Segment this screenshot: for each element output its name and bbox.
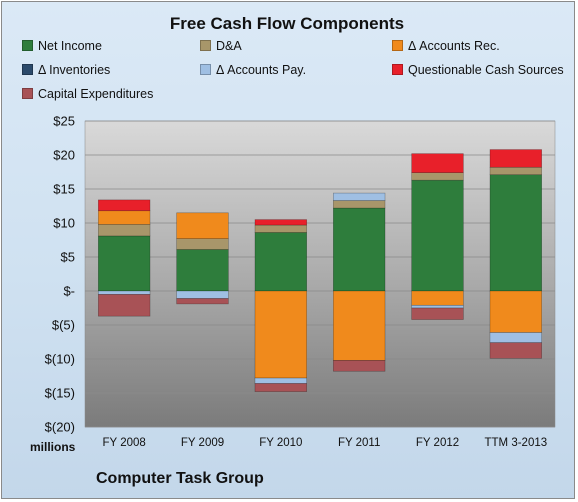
y-tick-label: $10 [53, 216, 75, 231]
legend-item-danda: D&A [200, 38, 242, 54]
bar-segment-capital-expenditures [254, 383, 307, 392]
y-tick-label: $- [63, 284, 75, 299]
bar-segment-capital-expenditures [333, 360, 386, 372]
bar-segment-capital-expenditures [176, 298, 229, 305]
bar-segment-net-income [254, 232, 307, 292]
bar-segment-questionable-cash-sources [489, 149, 542, 168]
x-category-label: FY 2011 [338, 437, 380, 449]
legend-label: Δ Accounts Rec. [408, 39, 500, 53]
bar-segment-delta-accounts-pay [411, 304, 464, 309]
x-category-label: FY 2010 [259, 437, 302, 449]
bar-segment-capital-expenditures [98, 294, 151, 317]
y-tick-label: $20 [53, 148, 75, 163]
bar-segment-delta-accounts-pay [98, 290, 151, 295]
bar-segment-capital-expenditures [411, 307, 464, 320]
legend-item-questionable-cash-sources: Questionable Cash Sources [392, 62, 564, 78]
legend-swatch [22, 40, 33, 51]
bar-segment-delta-accounts-rec [333, 290, 386, 361]
legend-swatch [22, 64, 33, 75]
legend-swatch [200, 40, 211, 51]
bar-segment-danda [411, 172, 464, 181]
legend-swatch [22, 88, 33, 99]
bar-segment-danda [254, 224, 307, 233]
bar-segment-danda [489, 166, 542, 176]
legend-swatch [200, 64, 211, 75]
y-tick-label: $5 [61, 250, 75, 265]
bar-segment-capital-expenditures [489, 342, 542, 359]
legend-label: Δ Accounts Pay. [216, 63, 307, 77]
bar-segment-questionable-cash-sources [411, 153, 464, 173]
company-name: Computer Task Group [96, 470, 264, 487]
units-label: millions [30, 440, 76, 454]
legend-item-delta-accounts-pay: Δ Accounts Pay. [200, 62, 306, 78]
x-category-label: TTM 3-2013 [485, 437, 548, 449]
bar-segment-delta-accounts-pay [333, 192, 386, 201]
y-tick-label: $15 [53, 182, 75, 197]
chart-title: Free Cash Flow Components [169, 14, 405, 33]
legend-label: Δ Inventories [38, 63, 111, 77]
legend-item-delta-inventories: Δ Inventories [22, 62, 110, 78]
y-tick-label: $(5) [52, 318, 75, 333]
bar-segment-net-income [176, 249, 229, 292]
bar-segment-delta-accounts-pay [489, 332, 542, 343]
y-tick-label: $(15) [45, 386, 75, 401]
legend-label: Capital Expenditures [38, 87, 154, 101]
x-category-label: FY 2008 [103, 437, 146, 449]
bar-segment-danda [176, 238, 229, 250]
bar-segment-delta-accounts-rec [176, 212, 229, 239]
plot-area [84, 120, 556, 428]
legend-item-delta-accounts-rec: Δ Accounts Rec. [392, 38, 500, 54]
bar-segment-danda [333, 200, 386, 209]
legend-label: D&A [216, 39, 242, 53]
bar-segment-net-income [98, 235, 151, 292]
x-category-label: FY 2009 [181, 437, 224, 449]
bar-segment-questionable-cash-sources [254, 219, 307, 226]
bar-segment-net-income [333, 207, 386, 292]
y-tick-label: $(10) [45, 352, 75, 367]
x-category-label: FY 2012 [416, 437, 459, 449]
bar-segment-net-income [411, 179, 464, 292]
bar-segment-questionable-cash-sources [98, 199, 151, 212]
legend-label: Net Income [38, 39, 102, 53]
bar-segment-delta-accounts-rec [254, 290, 307, 379]
y-tick-label: $25 [53, 114, 75, 129]
bar-segment-delta-accounts-rec [411, 290, 464, 306]
bar-segment-net-income [489, 174, 542, 292]
legend-label: Questionable Cash Sources [408, 63, 564, 77]
bar-segment-delta-accounts-pay [176, 290, 229, 299]
bar-segment-delta-accounts-pay [254, 377, 307, 384]
y-tick-label: $(20) [45, 420, 75, 435]
legend-swatch [392, 64, 403, 75]
legend-item-capital-expenditures: Capital Expenditures [22, 86, 153, 102]
bar-segment-delta-accounts-rec [98, 210, 151, 225]
bar-segment-danda [98, 224, 151, 237]
bar-segment-delta-accounts-rec [489, 290, 542, 333]
legend-swatch [392, 40, 403, 51]
legend-item-net-income: Net Income [22, 38, 102, 54]
